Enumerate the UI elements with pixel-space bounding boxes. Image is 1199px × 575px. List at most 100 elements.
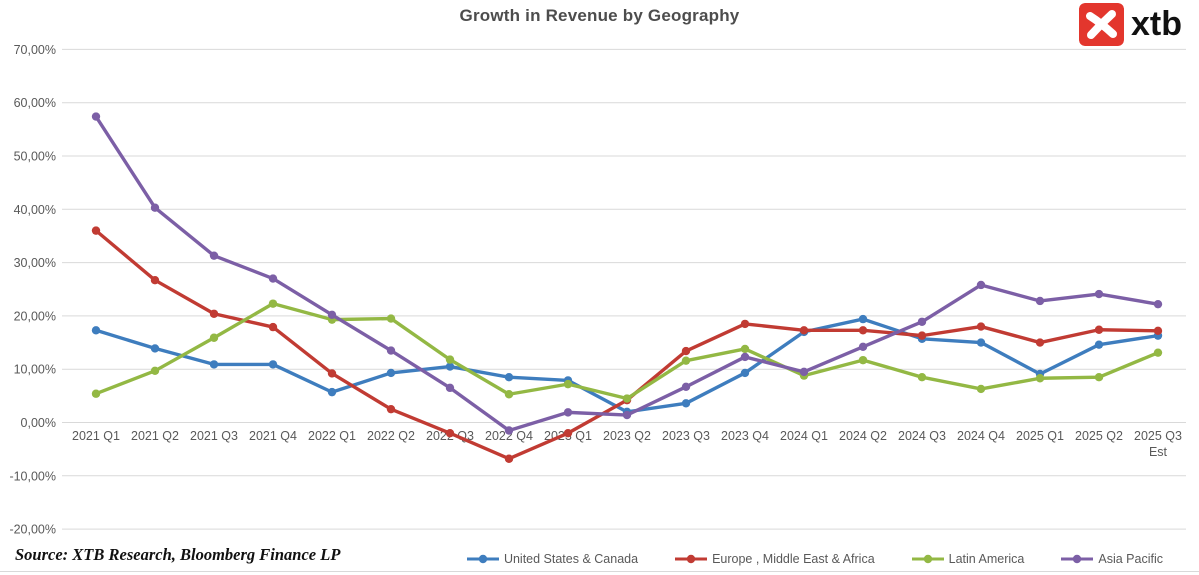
x-axis-tick-label: 2021 Q3: [190, 429, 238, 443]
data-point-marker: [1035, 296, 1045, 306]
legend-marker-icon: [911, 554, 944, 564]
data-point-marker: [1153, 348, 1163, 357]
x-axis-est-label: Est: [1149, 445, 1168, 459]
y-axis-tick-label: -10,00%: [9, 469, 56, 483]
bottom-divider: [0, 571, 1199, 572]
data-point-marker: [622, 410, 632, 420]
data-point-marker: [445, 362, 455, 371]
xtb-logo-icon: [1079, 3, 1124, 46]
legend-label: Europe , Middle East & Africa: [712, 552, 875, 566]
data-point-marker: [445, 428, 455, 438]
xtb-logo-text: xtb: [1131, 5, 1182, 43]
data-point-marker: [917, 331, 927, 340]
y-axis-tick-label: 20,00%: [14, 309, 56, 323]
x-axis-tick-label: 2025 Q1: [1016, 429, 1064, 443]
data-point-marker: [799, 367, 809, 377]
data-point-marker: [681, 399, 691, 408]
y-axis-tick-label: 10,00%: [14, 363, 56, 377]
data-point-marker: [268, 274, 278, 283]
legend-item: United States & Canada: [466, 552, 638, 566]
data-point-marker: [504, 372, 514, 382]
data-point-marker: [976, 384, 986, 394]
data-point-marker: [386, 368, 396, 378]
data-point-marker: [563, 379, 573, 389]
data-point-marker: [1094, 340, 1104, 349]
data-point-marker: [150, 344, 160, 353]
x-axis-tick-label: 2025 Q2: [1075, 429, 1123, 443]
x-axis-tick-label: 2021 Q1: [72, 429, 120, 443]
data-point-marker: [681, 382, 691, 391]
data-point-marker: [91, 226, 101, 235]
data-point-marker: [504, 426, 514, 435]
data-point-marker: [150, 275, 160, 285]
chart-legend: United States & Canada Europe , Middle Ea…: [0, 548, 1163, 570]
legend-marker-icon: [675, 554, 708, 564]
y-axis-tick-label: 60,00%: [14, 96, 56, 110]
y-axis-tick-label: 0,00%: [21, 416, 56, 430]
data-point-marker: [740, 344, 750, 354]
x-axis-tick-label: 2021 Q4: [249, 429, 297, 443]
data-point-marker: [858, 314, 868, 324]
data-point-marker: [327, 310, 337, 320]
data-point-marker: [563, 408, 573, 417]
data-point-marker: [858, 326, 868, 335]
data-point-marker: [622, 394, 632, 403]
data-point-marker: [386, 346, 396, 355]
data-point-marker: [268, 299, 278, 308]
y-axis-tick-label: 40,00%: [14, 203, 56, 217]
legend-marker-icon: [1061, 554, 1094, 564]
legend-item: Europe , Middle East & Africa: [674, 552, 875, 566]
data-point-marker: [681, 356, 691, 365]
data-point-marker: [209, 309, 219, 318]
data-point-marker: [1094, 325, 1104, 334]
xtb-logo: xtb: [1079, 3, 1182, 46]
data-point-marker: [268, 360, 278, 369]
data-point-marker: [209, 251, 219, 260]
x-axis-tick-label: 2024 Q3: [898, 429, 946, 443]
x-axis-tick-label: 2024 Q2: [839, 429, 887, 443]
x-axis-tick-label: 2024 Q4: [957, 429, 1005, 443]
data-point-marker: [563, 428, 573, 438]
data-point-marker: [1035, 374, 1045, 383]
data-point-marker: [150, 203, 160, 212]
legend-item: Latin America: [911, 552, 1025, 566]
data-point-marker: [740, 368, 750, 378]
data-point-marker: [504, 390, 514, 399]
data-point-marker: [1153, 326, 1163, 336]
x-axis-tick-label: 2023 Q4: [721, 429, 769, 443]
legend-label: United States & Canada: [503, 552, 639, 566]
legend-label: Latin America: [948, 552, 1025, 566]
series-line: [94, 114, 1160, 433]
data-point-marker: [91, 326, 101, 335]
x-cross-icon: [1086, 10, 1117, 39]
data-point-marker: [976, 322, 986, 331]
data-point-marker: [917, 372, 927, 382]
data-point-marker: [740, 319, 750, 329]
data-point-marker: [976, 338, 986, 347]
data-point-marker: [268, 322, 278, 332]
data-point-marker: [1094, 289, 1104, 299]
data-point-marker: [681, 346, 691, 356]
y-axis-tick-label: 30,00%: [14, 256, 56, 270]
legend-item: Asia Pacific: [1060, 552, 1163, 566]
chart-title: Growth in Revenue by Geography: [459, 6, 740, 25]
x-axis-tick-label: 2022 Q2: [367, 429, 415, 443]
data-point-marker: [445, 383, 455, 393]
data-point-marker: [917, 317, 927, 326]
legend-marker-icon: [466, 554, 499, 564]
source-note: Source: XTB Research, Bloomberg Finance …: [15, 545, 341, 564]
data-point-marker: [327, 387, 337, 397]
y-axis-tick-label: -20,00%: [9, 523, 56, 537]
data-point-marker: [976, 280, 986, 290]
data-point-marker: [740, 352, 750, 362]
data-point-marker: [445, 355, 455, 364]
legend-label: Asia Pacific: [1098, 552, 1163, 566]
data-point-marker: [209, 333, 219, 342]
data-point-marker: [1035, 338, 1045, 347]
data-point-marker: [1094, 372, 1104, 382]
y-axis-tick-label: 50,00%: [14, 150, 56, 164]
data-point-marker: [858, 355, 868, 365]
x-axis-tick-label: 2022 Q1: [308, 429, 356, 443]
y-axis-tick-label: 70,00%: [14, 43, 56, 57]
